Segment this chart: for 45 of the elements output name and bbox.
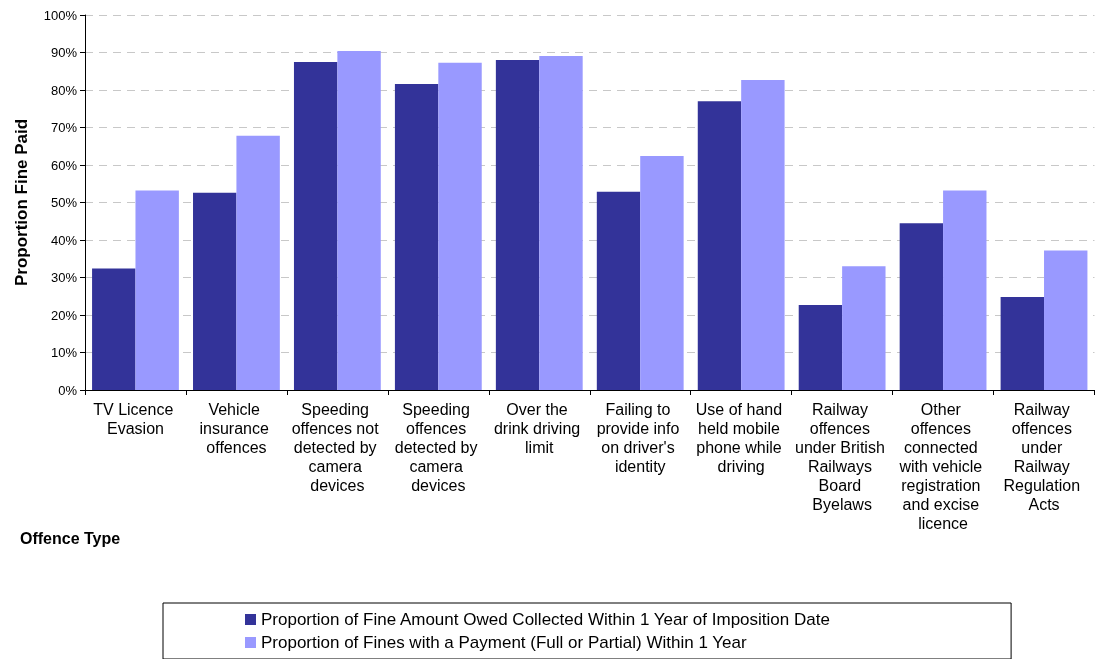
x-tick-label: Over the drink driving limit	[493, 401, 585, 456]
x-axis-title: Offence Type	[20, 529, 121, 547]
bar	[1000, 297, 1045, 390]
bar	[697, 101, 742, 390]
y-tick-label: 60%	[50, 157, 78, 173]
x-tick-label: Failing to provide info on driver's identity	[596, 401, 684, 475]
x-tick-label: Other offences connected with vehicle registration and excise licence	[898, 401, 987, 532]
bar	[1044, 250, 1088, 390]
bar	[337, 51, 381, 390]
x-tick-label: Railway offences under Railway Regulation Acts	[1003, 401, 1085, 513]
bar	[842, 266, 886, 390]
y-tick-label: 10%	[50, 345, 78, 360]
legend-label: Proportion of Fines with a Payment (Full or Partial) Within 1 Year	[261, 633, 747, 652]
x-tick-label: Speeding offences detected by camera devices	[394, 401, 482, 494]
y-tick-label: 20%	[50, 307, 78, 323]
y-axis-title: Proportion Fine Paid	[12, 118, 31, 287]
bar	[236, 135, 280, 390]
bar	[798, 304, 843, 390]
bar	[92, 268, 136, 390]
y-tick-label: 90%	[50, 45, 78, 60]
bar	[741, 79, 785, 390]
bar	[193, 192, 237, 390]
bar	[899, 223, 944, 390]
y-tick-label: 50%	[50, 195, 78, 210]
y-tick-label: 30%	[50, 270, 78, 285]
x-tick-label: Railway offences under British Railways Board Byelaws	[794, 401, 890, 513]
x-tick-label: Use of hand held mobile phone while driving	[695, 401, 787, 475]
legend-label: Proportion of Fine Amount Owed Collected Within 1 Year of Imposition Date	[261, 610, 830, 629]
bar	[596, 191, 641, 390]
bar	[943, 190, 987, 390]
x-tick-label: Speeding offences not detected by camera devices	[291, 401, 384, 494]
bar	[640, 156, 684, 390]
y-tick-label: 40%	[50, 232, 78, 248]
y-tick-label: 100%	[43, 7, 78, 23]
y-tick-label: 80%	[50, 82, 78, 98]
y-tick-label: 0%	[58, 382, 78, 398]
x-tick-label: Vehicle insurance offences	[199, 401, 274, 456]
x-tick-label: TV Licence Evasion	[93, 401, 178, 437]
bar	[495, 60, 540, 390]
y-tick-label: 70%	[50, 120, 78, 135]
bar	[438, 62, 482, 390]
bar	[394, 84, 439, 390]
bar	[539, 55, 583, 390]
bar	[293, 61, 338, 390]
bar	[135, 190, 179, 390]
